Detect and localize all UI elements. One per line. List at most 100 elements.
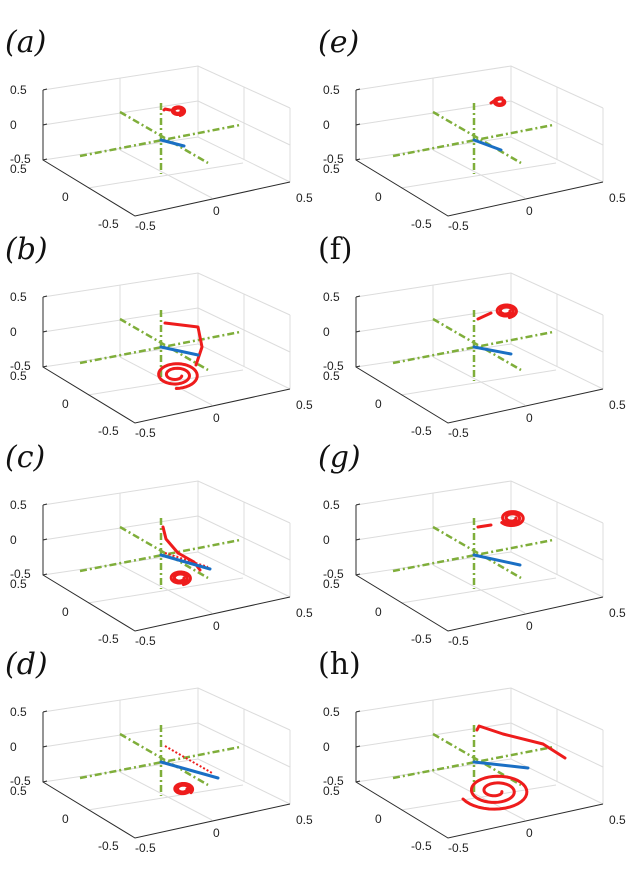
y-tick-label: 0 [62,605,69,619]
z-tick-label: 0.5 [323,498,340,512]
z-tick-label: -0.5 [10,359,31,373]
x-tick-label: 0.5 [296,606,313,620]
floor-grid-y [87,162,244,189]
y-tick-label: 0 [375,397,382,411]
panel-g: (g)0.50-0.50.50-0.5 -0.500.5 [318,440,626,648]
x-tick-label: -0.5 [135,634,156,648]
z-tick-mark [42,158,48,161]
green-axis-y [119,110,209,165]
red-curve-segment [169,570,192,587]
z-tick-mark [42,780,48,783]
red-curve-segment [476,523,493,529]
y-tick-label: 0 [375,605,382,619]
y-tick-label: 0.5 [10,577,27,591]
y-tick-label: -0.5 [98,217,119,231]
green-axis-y [432,317,522,372]
z-tick-mark [42,573,48,576]
x-tick-label: 0 [526,204,533,218]
floor-grid-x [432,356,526,406]
z-tick-mark [355,330,361,333]
floor-grid-x [119,149,213,199]
x-tick-label: -0.5 [448,426,469,440]
z-tick-label: -0.5 [323,567,344,581]
z-tick-label: 0.5 [10,83,27,97]
y-tick-label: 0.5 [10,369,27,383]
axes-frame [355,90,604,217]
x-tick-label: -0.5 [448,219,469,233]
red-curve-segment [475,724,567,760]
floor-grid-y [87,784,244,811]
floor-grid-x [432,564,526,614]
floor-grid-y [400,162,557,189]
axes-frame [355,712,604,839]
red-curve-segment [500,510,525,528]
y-tick-label: 0 [62,190,69,204]
z-tick-label: 0.5 [323,290,340,304]
z-tick-mark [355,123,361,126]
panel-label: (f) [318,232,353,267]
y-tick-label: 0.5 [323,784,340,798]
blue-segment [159,553,212,571]
panel-label: (c) [5,440,45,475]
box-back-top [42,687,291,731]
y-tick-label: -0.5 [411,424,432,438]
y-tick-label: 0.5 [323,162,340,176]
x-tick-label: 0 [213,619,220,633]
z-tick-mark [355,295,361,298]
red-curve-segment [157,362,199,391]
z-tick-label: -0.5 [10,774,31,788]
y-tick-label: -0.5 [411,217,432,231]
panel-label: (e) [318,25,359,60]
z-tick-mark [42,503,48,506]
z-tick-label: 0 [323,325,330,339]
green-axis-y [432,110,522,165]
z-tick-label: 0 [323,118,330,132]
z-tick-mark [355,365,361,368]
panel-c: (c)0.50-0.50.50-0.5 -0.500.5 [5,440,313,648]
blue-segment [472,553,522,567]
red-curve-segment [173,781,195,796]
z-tick-label: 0 [10,740,17,754]
y-tick-label: -0.5 [98,424,119,438]
green-axis-y [432,732,522,787]
box-back-top [355,65,604,109]
blue-segment [472,760,530,770]
z-tick-mark [42,538,48,541]
z-tick-mark [355,538,361,541]
panel-h: (h)0.50-0.50.50-0.5 -0.500.5 [318,647,626,855]
panel-a: (a)0.50-0.50.50-0.5 -0.500.5 [5,25,313,233]
panel-e: (e)0.50-0.50.50-0.5 -0.500.5 [318,25,626,233]
red-curve-segment [162,107,172,112]
x-tick-label: 0.5 [296,191,313,205]
z-tick-label: 0 [323,740,330,754]
box-back-top [42,272,291,316]
floor-grid-x [119,564,213,614]
x-tick-label: -0.5 [135,219,156,233]
red-curve-segment [170,105,187,117]
x-tick-label: -0.5 [448,841,469,855]
box-back-top [355,272,604,316]
z-tick-mark [42,710,48,713]
z-tick-label: -0.5 [10,567,31,581]
blue-segment [159,760,220,780]
z-tick-mark [42,745,48,748]
z-tick-label: 0.5 [10,290,27,304]
x-tick-label: 0 [526,826,533,840]
x-tick-label: 0 [526,411,533,425]
z-tick-mark [355,573,361,576]
box-back-top [355,480,604,524]
y-tick-label: 0 [62,397,69,411]
floor-grid-y [87,577,244,604]
z-tick-label: 0 [10,533,17,547]
panel-label: (a) [5,25,46,60]
floor-grid-y [400,577,557,604]
y-tick-label: -0.5 [98,632,119,646]
panel-f: (f)0.50-0.50.50-0.5 -0.500.5 [318,232,626,440]
red-curve-segment [489,99,496,105]
y-tick-label: 0 [375,190,382,204]
panel-b: (b)0.50-0.50.50-0.5 -0.500.5 [5,232,313,440]
z-tick-mark [42,88,48,91]
z-tick-label: 0.5 [323,83,340,97]
z-tick-mark [42,330,48,333]
